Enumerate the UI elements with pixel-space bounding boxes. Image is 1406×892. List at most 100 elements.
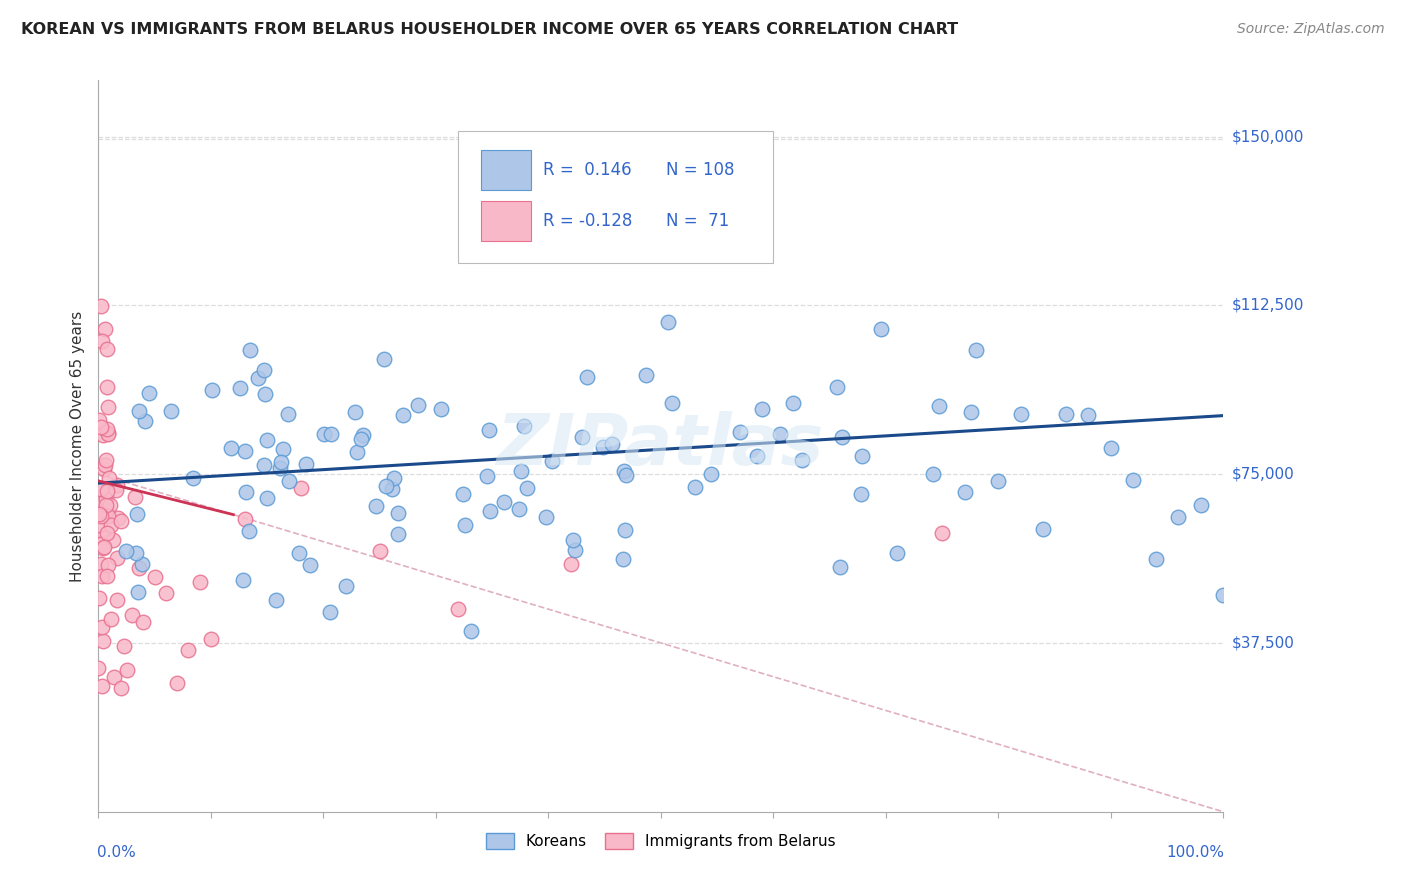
Point (87, 661, 110, 675)
Point (246, 371, 269, 385)
Point (368, 543, 391, 558)
Point (256, 433, 278, 447)
Point (1167, 510, 1189, 524)
Point (387, 506, 409, 520)
Point (614, 468, 637, 483)
Point (849, 487, 872, 501)
Point (560, 557, 582, 571)
Point (1212, 588, 1234, 602)
Point (232, 573, 254, 587)
Point (87, 413, 110, 427)
Point (90, 482, 112, 496)
Point (886, 546, 908, 560)
Point (373, 351, 395, 366)
Point (93, 541, 115, 555)
Point (239, 343, 262, 357)
Point (831, 430, 853, 444)
Point (96, 499, 118, 513)
Point (478, 504, 501, 518)
Point (101, 533, 124, 547)
Point (128, 404, 150, 418)
Text: $37,500: $37,500 (1232, 635, 1295, 650)
Text: Source: ZipAtlas.com: Source: ZipAtlas.com (1237, 22, 1385, 37)
Point (87, 591, 110, 605)
Point (1054, 408, 1077, 422)
Point (97, 558, 120, 572)
Point (128, 561, 150, 575)
Point (592, 440, 614, 454)
Point (269, 461, 291, 475)
Point (828, 559, 851, 574)
Point (965, 343, 987, 357)
Point (374, 479, 396, 493)
Point (387, 527, 409, 541)
Point (612, 551, 634, 566)
Point (1032, 522, 1054, 536)
Point (613, 523, 636, 537)
Point (350, 432, 373, 446)
Point (96, 452, 118, 467)
Point (430, 401, 453, 416)
Text: R =  0.146: R = 0.146 (543, 161, 631, 178)
Point (91, 541, 114, 555)
Point (298, 558, 321, 572)
Point (953, 485, 976, 500)
Point (93, 462, 115, 476)
Point (105, 551, 128, 566)
Point (312, 426, 335, 441)
Point (613, 464, 636, 478)
Point (177, 643, 200, 657)
Point (825, 380, 848, 394)
Point (91, 569, 114, 583)
Point (564, 543, 586, 558)
Point (132, 615, 155, 630)
Point (124, 490, 146, 504)
Point (657, 315, 679, 329)
Point (90, 536, 112, 550)
Point (277, 407, 299, 421)
Text: ZIPatlas: ZIPatlas (498, 411, 824, 481)
Point (869, 322, 891, 336)
Point (683, 480, 706, 494)
Point (91, 428, 114, 442)
Point (769, 426, 792, 441)
Point (100, 612, 122, 626)
Point (319, 426, 342, 441)
Point (384, 470, 406, 484)
Point (922, 467, 945, 481)
FancyBboxPatch shape (458, 131, 773, 263)
Point (155, 586, 177, 600)
Point (745, 449, 768, 463)
Point (91, 495, 114, 509)
Point (478, 423, 501, 437)
Point (94, 458, 117, 472)
Point (406, 398, 429, 412)
Point (509, 464, 531, 478)
Point (661, 396, 683, 410)
Point (94, 322, 117, 336)
Point (534, 509, 557, 524)
Text: $150,000: $150,000 (1232, 129, 1303, 144)
Point (475, 469, 498, 483)
Point (110, 681, 132, 695)
Point (96, 484, 118, 499)
Text: $112,500: $112,500 (1232, 298, 1303, 313)
Point (219, 441, 242, 455)
Point (90, 508, 112, 523)
Point (790, 453, 813, 467)
Text: KOREAN VS IMMIGRANTS FROM BELARUS HOUSEHOLDER INCOME OVER 65 YEARS CORRELATION C: KOREAN VS IMMIGRANTS FROM BELARUS HOUSEH… (21, 22, 959, 37)
Point (959, 405, 981, 419)
Point (98, 471, 121, 485)
Point (700, 467, 723, 482)
Point (571, 430, 593, 444)
Point (89, 537, 111, 551)
Point (87, 517, 110, 532)
Point (233, 512, 256, 526)
Text: $75,000: $75,000 (1232, 467, 1295, 482)
Point (103, 669, 125, 683)
Point (131, 558, 153, 572)
Point (392, 409, 415, 423)
Point (96, 342, 118, 356)
Point (728, 425, 751, 440)
Point (270, 455, 292, 469)
